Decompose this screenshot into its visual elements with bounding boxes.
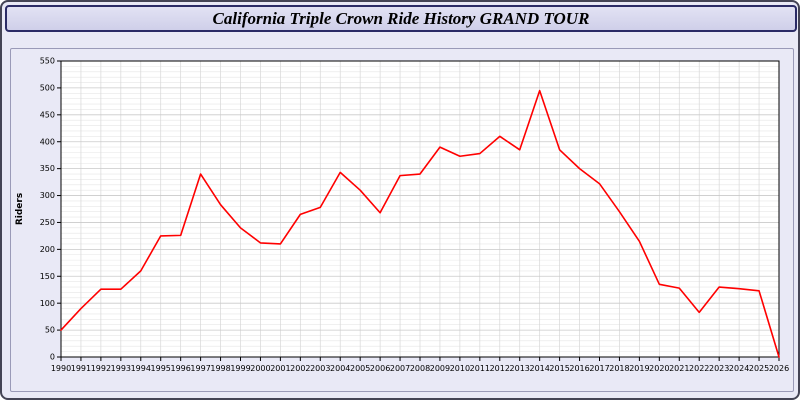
svg-text:2010: 2010 (450, 364, 470, 373)
svg-text:2012: 2012 (490, 364, 510, 373)
svg-text:1998: 1998 (210, 364, 230, 373)
y-axis-title: Riders (15, 193, 25, 225)
svg-text:350: 350 (40, 164, 55, 173)
svg-text:1993: 1993 (111, 364, 131, 373)
x-axis-labels: 1990 1991 1992 1993 1994 1995 1996 1997 1998 1999… (51, 357, 789, 373)
svg-text:50: 50 (45, 326, 55, 335)
svg-text:2002: 2002 (290, 364, 310, 373)
svg-text:2020: 2020 (649, 364, 669, 373)
svg-text:1999: 1999 (230, 364, 250, 373)
svg-text:2019: 2019 (629, 364, 649, 373)
svg-text:2001: 2001 (270, 364, 290, 373)
svg-text:2017: 2017 (589, 364, 609, 373)
svg-text:0: 0 (50, 353, 55, 362)
svg-text:2022: 2022 (689, 364, 709, 373)
svg-text:150: 150 (40, 272, 55, 281)
svg-text:2018: 2018 (609, 364, 629, 373)
svg-text:2007: 2007 (390, 364, 410, 373)
svg-text:1996: 1996 (170, 364, 190, 373)
svg-text:2003: 2003 (310, 364, 330, 373)
svg-text:400: 400 (40, 137, 55, 146)
riders-series-line (60, 89, 780, 358)
svg-text:2009: 2009 (430, 364, 450, 373)
svg-text:2016: 2016 (569, 364, 589, 373)
chart-title: California Triple Crown Ride History GRA… (212, 8, 590, 28)
svg-text:2004: 2004 (330, 364, 350, 373)
chart-panel: 0 50 100 150 200 250 300 350 400 450 500 550 1990 199… (10, 48, 794, 392)
svg-text:2005: 2005 (350, 364, 370, 373)
svg-text:1990: 1990 (51, 364, 71, 373)
grid-lines (60, 60, 780, 358)
svg-text:250: 250 (40, 218, 55, 227)
svg-text:2011: 2011 (470, 364, 490, 373)
svg-text:500: 500 (40, 84, 55, 93)
chart-header: California Triple Crown Ride History GRA… (5, 5, 797, 32)
svg-text:300: 300 (40, 191, 55, 200)
svg-text:2024: 2024 (729, 364, 749, 373)
y-axis-labels: 0 50 100 150 200 250 300 350 400 450 500 550 (40, 57, 61, 362)
svg-text:1995: 1995 (151, 364, 171, 373)
svg-text:2021: 2021 (669, 364, 689, 373)
svg-text:450: 450 (40, 110, 55, 119)
svg-text:2008: 2008 (410, 364, 430, 373)
svg-text:200: 200 (40, 245, 55, 254)
svg-text:1992: 1992 (91, 364, 111, 373)
svg-text:1997: 1997 (190, 364, 210, 373)
svg-text:2013: 2013 (510, 364, 530, 373)
svg-text:2025: 2025 (749, 364, 769, 373)
svg-text:1994: 1994 (131, 364, 151, 373)
svg-text:2000: 2000 (250, 364, 270, 373)
svg-text:2026: 2026 (769, 364, 789, 373)
svg-text:2015: 2015 (549, 364, 569, 373)
svg-text:100: 100 (40, 299, 55, 308)
svg-text:2006: 2006 (370, 364, 390, 373)
svg-text:2014: 2014 (529, 364, 549, 373)
svg-text:2023: 2023 (709, 364, 729, 373)
svg-text:550: 550 (40, 57, 55, 66)
svg-text:1991: 1991 (71, 364, 91, 373)
